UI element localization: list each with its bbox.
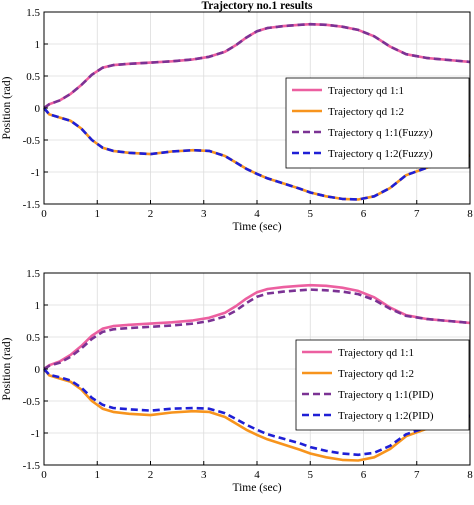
legend-label-4: Trajectory q 1:2(PID): [338, 410, 434, 422]
y-tick-label: -1.5: [23, 199, 41, 211]
legend-label-4: Trajectory q 1:2(Fuzzy): [328, 148, 433, 160]
y-tick-label: -0.5: [23, 396, 41, 408]
x-tick-label: 6: [361, 208, 367, 220]
x-tick-label: 1: [95, 469, 101, 481]
x-tick-label: 2: [148, 469, 154, 481]
y-axis-label: Position (rad): [1, 76, 13, 139]
x-tick-label: 5: [308, 469, 314, 481]
x-tick-label: 2: [148, 208, 154, 220]
x-tick-label: 8: [467, 208, 473, 220]
x-tick-label: 4: [254, 469, 260, 481]
legend-label-3: Trajectory q 1:1(Fuzzy): [328, 127, 433, 139]
x-tick-label: 8: [467, 469, 473, 481]
y-tick-label: 0.5: [26, 71, 40, 83]
x-tick-label: 7: [414, 469, 420, 481]
y-tick-label: 0.5: [26, 332, 40, 344]
series-line-3: [43, 22, 471, 110]
x-tick-label: 6: [361, 469, 367, 481]
legend-label-2: Trajectory qd 1:2: [328, 106, 404, 118]
y-tick-label: 0: [35, 103, 41, 115]
y-tick-label: 1: [35, 39, 41, 51]
x-tick-label: 3: [201, 469, 207, 481]
series-line-3: [43, 288, 471, 371]
legend-label-1: Trajectory qd 1:1: [338, 347, 414, 359]
series-line-4: [43, 368, 471, 457]
x-tick-label: 3: [201, 208, 207, 220]
chart-title: Trajectory no.1 results: [201, 0, 313, 12]
series-line-1: [43, 283, 471, 371]
x-axis-label: Time (sec): [232, 221, 281, 233]
y-tick-label: 1.5: [26, 268, 40, 280]
legend-label-2: Trajectory qd 1:2: [338, 368, 414, 380]
x-tick-label: 4: [254, 208, 260, 220]
bottom-chart: 0 1 2 3 4 5 6 7 8 1.5 1 0.5 0 -0.5 -1 -1.5 Time (sec) Pos…: [1, 268, 473, 494]
x-tick-label: 1: [95, 208, 101, 220]
legend-label-3: Trajectory q 1:1(PID): [338, 389, 434, 401]
top-chart: 0 1 2 3 4 5 6 7 8 1.5 1 0.5 0 -0.5 -1 -1.5 Time (sec) Pos…: [1, 0, 473, 233]
y-tick-label: 0: [35, 364, 41, 376]
x-tick-label: 5: [308, 208, 314, 220]
y-axis-label: Position (rad): [1, 337, 13, 400]
x-axis-label: Time (sec): [232, 482, 281, 494]
series-line-4: [42, 107, 471, 201]
y-tick-label: 1: [35, 300, 41, 312]
y-tick-label: -1.5: [23, 460, 41, 472]
legend-label-1: Trajectory qd 1:1: [328, 85, 404, 97]
y-tick-label: -1: [31, 428, 40, 440]
x-tick-label: 0: [41, 469, 47, 481]
y-tick-label: -0.5: [23, 135, 41, 147]
series-line-2: [42, 368, 471, 462]
x-tick-label: 7: [414, 208, 420, 220]
x-tick-label: 0: [41, 208, 47, 220]
y-tick-label: 1.5: [26, 7, 40, 19]
y-tick-label: -1: [31, 167, 40, 179]
